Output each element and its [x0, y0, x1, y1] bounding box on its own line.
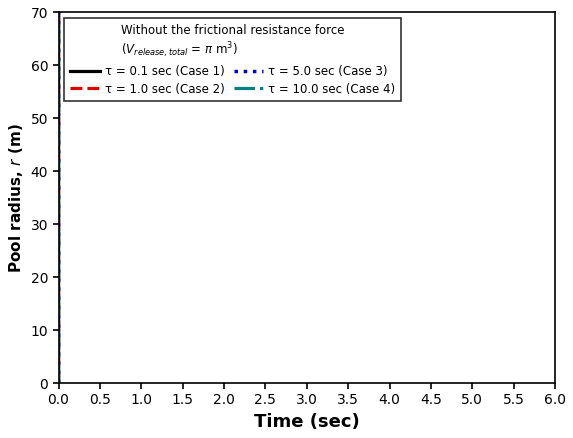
X-axis label: Time (sec): Time (sec) [254, 413, 360, 431]
Line: τ = 0.1 sec (Case 1): τ = 0.1 sec (Case 1) [58, 0, 555, 383]
Legend: τ = 0.1 sec (Case 1), τ = 1.0 sec (Case 2), τ = 5.0 sec (Case 3), τ = 10.0 sec (: τ = 0.1 sec (Case 1), τ = 1.0 sec (Case … [64, 18, 401, 102]
τ = 0.1 sec (Case 1) [55, 381, 62, 386]
τ = 1.0 sec (Case 2) [55, 381, 62, 386]
Line: τ = 1.0 sec (Case 2): τ = 1.0 sec (Case 2) [58, 0, 555, 383]
τ = 5.0 sec (Case 3) [55, 381, 62, 386]
Y-axis label: Pool radius, $r$ (m): Pool radius, $r$ (m) [7, 123, 25, 272]
τ = 10.0 sec (Case 4) [55, 381, 62, 386]
Line: τ = 10.0 sec (Case 4): τ = 10.0 sec (Case 4) [58, 0, 555, 383]
Line: τ = 5.0 sec (Case 3): τ = 5.0 sec (Case 3) [58, 0, 555, 383]
